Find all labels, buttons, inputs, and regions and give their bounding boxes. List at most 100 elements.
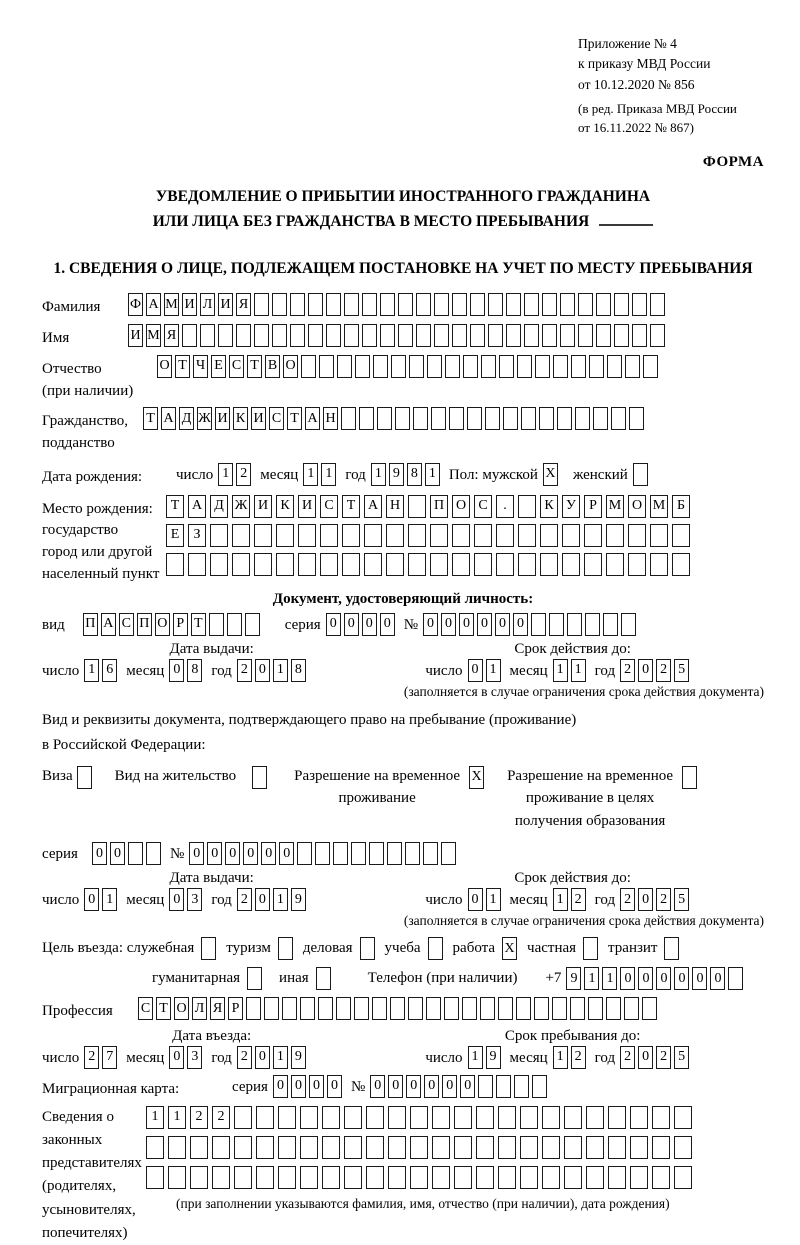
char-cell[interactable] xyxy=(359,407,374,431)
char-cell[interactable] xyxy=(166,552,184,576)
char-cell[interactable] xyxy=(584,523,602,547)
char-cell[interactable] xyxy=(630,1105,648,1129)
char-cell[interactable] xyxy=(342,552,360,576)
char-cell[interactable] xyxy=(254,523,272,547)
char-cell[interactable]: Е xyxy=(211,354,226,378)
char-cell[interactable] xyxy=(344,293,359,317)
char-cell[interactable] xyxy=(409,354,424,378)
char-cell[interactable] xyxy=(256,1135,274,1159)
char-cell[interactable] xyxy=(614,293,629,317)
char-cell[interactable]: 2 xyxy=(620,888,636,912)
char-cell[interactable]: Ж xyxy=(232,494,250,518)
char-cell[interactable] xyxy=(498,1165,516,1189)
char-cell[interactable] xyxy=(518,552,536,576)
char-cell[interactable] xyxy=(514,1074,530,1098)
char-cell[interactable] xyxy=(606,523,624,547)
char-cell[interactable] xyxy=(341,407,356,431)
char-cell[interactable]: 1 xyxy=(424,462,440,486)
char-cell[interactable] xyxy=(322,1105,340,1129)
char-cell[interactable]: С xyxy=(229,354,244,378)
char-cell[interactable] xyxy=(210,552,228,576)
char-cell[interactable] xyxy=(426,997,441,1021)
char-cell[interactable]: 5 xyxy=(674,888,690,912)
char-cell[interactable]: 5 xyxy=(674,658,690,682)
char-cell[interactable] xyxy=(578,324,593,348)
char-cell[interactable] xyxy=(408,494,426,518)
char-cell[interactable] xyxy=(342,523,360,547)
char-cell[interactable] xyxy=(470,324,485,348)
char-cell[interactable] xyxy=(611,407,626,431)
char-cell[interactable] xyxy=(454,1105,472,1129)
char-cell[interactable] xyxy=(344,1135,362,1159)
char-cell[interactable]: 1 xyxy=(102,888,118,912)
char-cell[interactable]: С xyxy=(474,494,492,518)
char-cell[interactable] xyxy=(496,523,514,547)
char-cell[interactable]: С xyxy=(320,494,338,518)
char-cell[interactable] xyxy=(234,1135,252,1159)
char-cell[interactable]: С xyxy=(269,407,284,431)
char-cell[interactable]: 0 xyxy=(442,1074,458,1098)
char-cell[interactable]: И xyxy=(251,407,266,431)
char-cell[interactable]: Ч xyxy=(193,354,208,378)
char-cell[interactable] xyxy=(562,523,580,547)
char-cell[interactable] xyxy=(454,1165,472,1189)
char-cell[interactable]: К xyxy=(233,407,248,431)
char-cell[interactable] xyxy=(234,1105,252,1129)
char-cell[interactable] xyxy=(344,324,359,348)
char-cell[interactable] xyxy=(432,1135,450,1159)
char-cell[interactable]: 9 xyxy=(290,1045,306,1069)
char-cell[interactable] xyxy=(127,842,143,866)
char-cell[interactable] xyxy=(210,523,228,547)
char-cell[interactable] xyxy=(226,612,242,636)
char-cell[interactable]: И xyxy=(128,324,143,348)
char-cell[interactable] xyxy=(200,324,215,348)
char-cell[interactable] xyxy=(190,1165,208,1189)
char-cell[interactable] xyxy=(524,324,539,348)
char-cell[interactable]: 0 xyxy=(254,888,270,912)
char-cell[interactable]: 2 xyxy=(190,1105,208,1129)
char-cell[interactable]: 0 xyxy=(370,1074,386,1098)
char-cell[interactable]: 0 xyxy=(674,967,690,991)
char-cell[interactable] xyxy=(234,1165,252,1189)
char-cell[interactable]: 0 xyxy=(325,612,341,636)
char-cell[interactable] xyxy=(319,354,334,378)
char-cell[interactable] xyxy=(190,1135,208,1159)
char-cell[interactable] xyxy=(354,997,369,1021)
char-cell[interactable] xyxy=(588,997,603,1021)
char-cell[interactable] xyxy=(445,354,460,378)
char-cell[interactable] xyxy=(481,354,496,378)
char-cell[interactable] xyxy=(520,1105,538,1129)
char-cell[interactable] xyxy=(423,842,439,866)
char-cell[interactable] xyxy=(564,1105,582,1129)
char-cell[interactable]: 2 xyxy=(236,1045,252,1069)
char-cell[interactable] xyxy=(201,937,217,961)
char-cell[interactable] xyxy=(386,523,404,547)
char-cell[interactable] xyxy=(344,1165,362,1189)
char-cell[interactable] xyxy=(596,293,611,317)
char-cell[interactable] xyxy=(531,612,546,636)
char-cell[interactable] xyxy=(643,354,658,378)
char-cell[interactable] xyxy=(430,552,448,576)
char-cell[interactable] xyxy=(278,1105,296,1129)
char-cell[interactable]: Я xyxy=(164,324,179,348)
char-cell[interactable] xyxy=(380,324,395,348)
char-cell[interactable] xyxy=(520,1135,538,1159)
char-cell[interactable]: 0 xyxy=(254,1045,270,1069)
char-cell[interactable]: Н xyxy=(323,407,338,431)
char-cell[interactable]: 0 xyxy=(261,842,277,866)
char-cell[interactable] xyxy=(589,354,604,378)
char-cell[interactable] xyxy=(388,1105,406,1129)
char-cell[interactable] xyxy=(650,293,665,317)
char-cell[interactable]: Т xyxy=(175,354,190,378)
char-cell[interactable]: 0 xyxy=(326,1074,342,1098)
char-cell[interactable]: 2 xyxy=(236,658,252,682)
char-cell[interactable]: 0 xyxy=(109,842,125,866)
char-cell[interactable] xyxy=(278,1165,296,1189)
char-cell[interactable] xyxy=(629,407,644,431)
char-cell[interactable]: 1 xyxy=(552,888,568,912)
char-cell[interactable]: 0 xyxy=(710,967,726,991)
char-cell[interactable] xyxy=(520,1165,538,1189)
char-cell[interactable]: И xyxy=(218,293,233,317)
char-cell[interactable]: 9 xyxy=(290,888,306,912)
char-cell[interactable] xyxy=(278,1135,296,1159)
